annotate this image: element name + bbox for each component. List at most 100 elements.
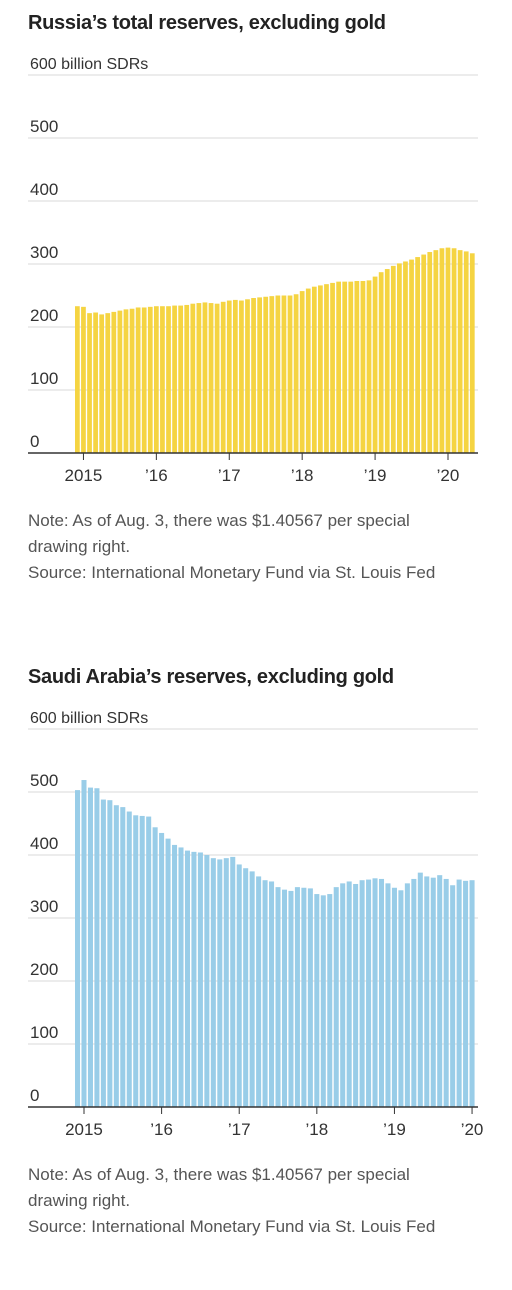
bar — [318, 285, 323, 453]
bar — [269, 296, 275, 453]
bar — [135, 307, 141, 453]
bar — [239, 300, 244, 453]
x-tick-label: ’16 — [145, 466, 168, 485]
bar — [437, 875, 443, 1107]
bar — [105, 313, 111, 453]
bar — [126, 811, 132, 1107]
bar — [359, 880, 365, 1107]
bar — [463, 880, 469, 1107]
saudi-reserves-chart: 0 100 200 300 400 500 600 billion SDRs 2015 ’16 ’… — [28, 710, 484, 1139]
bar — [451, 248, 457, 453]
bar — [463, 251, 469, 453]
bar — [269, 881, 275, 1107]
bar — [81, 780, 87, 1107]
bar — [469, 253, 475, 453]
bar — [314, 894, 320, 1107]
x-tick-label: ’19 — [383, 1120, 406, 1139]
bar — [411, 878, 417, 1107]
bar — [409, 259, 414, 453]
bar — [191, 851, 197, 1107]
chart-note: Note: As of Aug. 3, there was $1.40567 p… — [28, 511, 410, 556]
bar — [133, 815, 139, 1107]
bar — [320, 895, 326, 1107]
bar — [107, 800, 113, 1107]
bar — [433, 250, 439, 453]
bar — [330, 282, 335, 453]
bar — [307, 888, 313, 1107]
bar — [372, 878, 378, 1107]
bar — [424, 876, 430, 1107]
bar — [372, 276, 378, 453]
x-tick-label: ’18 — [305, 1120, 328, 1139]
bar — [301, 887, 307, 1107]
x-tick-label: ’20 — [461, 1120, 484, 1139]
x-tick-label: ’17 — [228, 1120, 251, 1139]
bar — [152, 827, 158, 1107]
bar — [281, 295, 287, 453]
bar — [129, 308, 135, 453]
russia-reserves-chart: 0 100 200 300 400 500 600 billion SDRs 2015 ’16 ’… — [28, 56, 478, 485]
bar — [87, 787, 93, 1107]
bar — [123, 309, 129, 453]
y-tick-label: 200 — [30, 306, 58, 325]
bar — [243, 868, 249, 1107]
bar — [403, 261, 408, 453]
bar — [360, 281, 366, 453]
bar — [160, 306, 165, 453]
bar — [275, 295, 281, 453]
chart-title: Russia’s total reserves, excluding gold — [28, 12, 386, 34]
bar — [346, 881, 352, 1107]
y-tick-label: 500 — [30, 771, 58, 790]
y-tick-label: 600 billion SDRs — [30, 56, 148, 73]
bar — [190, 303, 196, 453]
bar — [430, 877, 436, 1107]
bar — [93, 312, 98, 453]
y-tick-label: 500 — [30, 117, 58, 136]
bar — [178, 847, 184, 1107]
bar — [75, 790, 81, 1107]
bar — [443, 878, 449, 1107]
bar — [311, 286, 317, 453]
bar — [378, 272, 384, 453]
bar — [439, 248, 445, 453]
bar — [226, 300, 232, 453]
bar — [354, 281, 360, 453]
bar — [245, 299, 250, 453]
bar — [184, 850, 190, 1107]
x-tick-label: ’18 — [291, 466, 314, 485]
y-tick-label: 300 — [30, 897, 58, 916]
bar — [178, 305, 184, 453]
bar — [208, 303, 214, 453]
bar — [146, 816, 152, 1107]
bar — [113, 805, 119, 1107]
bar — [249, 871, 255, 1107]
bar — [230, 856, 236, 1107]
x-tick-label: 2015 — [65, 1120, 103, 1139]
chart-source: Source: International Monetary Fund via … — [28, 1217, 436, 1236]
bar — [288, 890, 294, 1107]
bar — [415, 257, 420, 453]
bar — [100, 799, 106, 1107]
bar — [397, 263, 402, 453]
bar — [147, 306, 153, 453]
bar — [275, 887, 281, 1107]
bar — [141, 307, 147, 453]
y-tick-label: 600 billion SDRs — [30, 710, 148, 727]
x-tick-label: ’17 — [218, 466, 241, 485]
y-tick-label: 200 — [30, 960, 58, 979]
bar — [232, 299, 238, 453]
bar — [385, 883, 391, 1107]
bar — [378, 878, 385, 1107]
bar — [421, 254, 427, 453]
bar — [263, 296, 269, 453]
bar — [333, 887, 339, 1107]
y-tick-label: 400 — [30, 834, 58, 853]
bar — [220, 301, 226, 453]
bar — [324, 284, 329, 453]
bar — [217, 859, 223, 1107]
y-tick-label: 100 — [30, 369, 58, 388]
bar — [427, 252, 433, 453]
bar — [257, 297, 263, 453]
bar — [197, 852, 203, 1107]
bar — [210, 858, 216, 1107]
